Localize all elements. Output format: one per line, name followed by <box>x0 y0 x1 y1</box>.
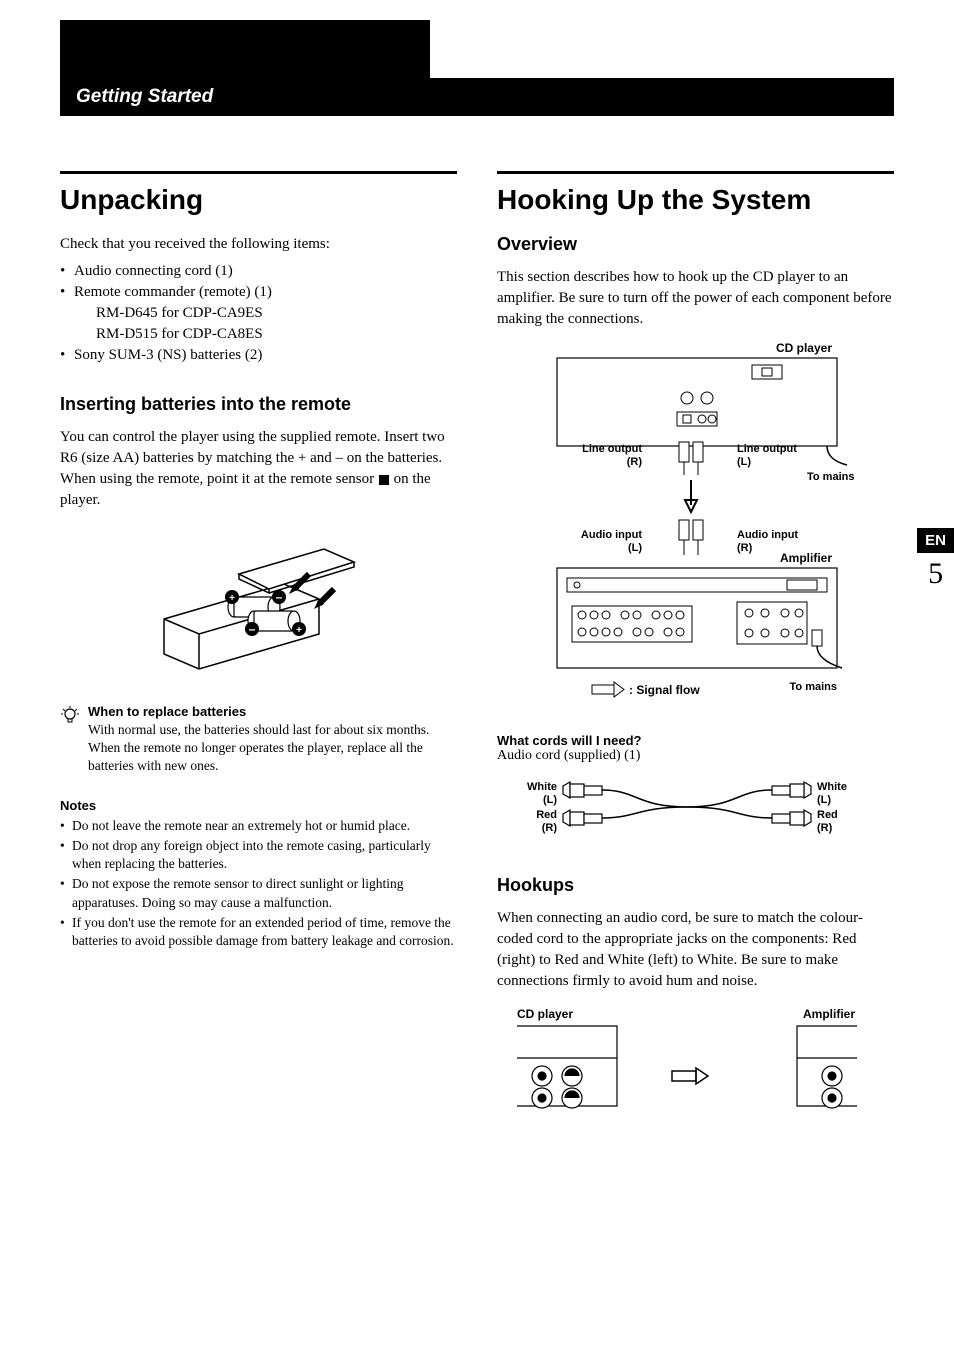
header-black-block <box>60 20 430 80</box>
page: Getting Started EN 5 Unpacking Check tha… <box>0 0 954 1171</box>
tip-body: With normal use, the batteries should la… <box>88 721 457 776</box>
two-column-layout: Unpacking Check that you received the fo… <box>60 171 894 1131</box>
heading-inserting-batteries: Inserting batteries into the remote <box>60 394 457 415</box>
audio-cord-diagram: White (L) Red (R) White (L) Red (R) <box>497 772 894 847</box>
svg-text:To mains: To mains <box>807 471 854 483</box>
svg-text:+: + <box>296 625 302 636</box>
svg-text:To mains: To mains <box>790 681 837 693</box>
tip-block: When to replace batteries With normal us… <box>60 704 457 776</box>
svg-text:–: – <box>248 622 255 636</box>
svg-text:(L): (L) <box>543 794 557 806</box>
rear-panel-diagram: CD player Amplifier <box>497 1006 894 1131</box>
svg-text:(R): (R) <box>627 456 643 468</box>
svg-text:(L): (L) <box>817 794 831 806</box>
heading-hooking-up: Hooking Up the System <box>497 171 894 216</box>
battery-paragraph: You can control the player using the sup… <box>60 427 457 511</box>
cords-question: What cords will I need? <box>497 733 894 748</box>
list-subitem: RM-D645 for CDP-CA9ES <box>60 303 457 324</box>
svg-text:Amplifier: Amplifier <box>780 551 832 565</box>
page-number: 5 <box>917 557 954 591</box>
tip-lightbulb-icon <box>60 706 80 776</box>
section-title: Getting Started <box>76 86 213 107</box>
note-item: Do not expose the remote sensor to direc… <box>60 875 457 911</box>
svg-text:White: White <box>817 781 847 793</box>
list-item: Sony SUM-3 (NS) batteries (2) <box>60 345 457 366</box>
overview-paragraph: This section describes how to hook up th… <box>497 267 894 330</box>
hookup-diagram: CD player <box>497 340 894 725</box>
svg-text:Audio input: Audio input <box>581 529 642 541</box>
svg-text:(L): (L) <box>628 542 642 554</box>
language-tab: EN <box>917 528 954 553</box>
notes-heading: Notes <box>60 798 457 813</box>
heading-hookups: Hookups <box>497 875 894 896</box>
notes-list: Do not leave the remote near an extremel… <box>60 817 457 951</box>
svg-text:+: + <box>229 593 235 604</box>
svg-text:: Signal flow: : Signal flow <box>629 683 700 697</box>
note-item: Do not leave the remote near an extremel… <box>60 817 457 835</box>
svg-text:Red: Red <box>536 809 557 821</box>
svg-text:Red: Red <box>817 809 838 821</box>
svg-text:(R): (R) <box>542 822 558 834</box>
note-item: Do not drop any foreign object into the … <box>60 837 457 873</box>
unpacking-intro: Check that you received the following it… <box>60 234 457 255</box>
svg-text:(L): (L) <box>737 456 751 468</box>
heading-overview: Overview <box>497 234 894 255</box>
remote-sensor-icon <box>379 475 389 485</box>
tip-title: When to replace batteries <box>88 704 457 719</box>
heading-unpacking: Unpacking <box>60 171 457 216</box>
unpacking-list: Audio connecting cord (1) Remote command… <box>60 261 457 366</box>
right-column: Hooking Up the System Overview This sect… <box>497 171 894 1131</box>
svg-text:Audio input: Audio input <box>737 529 798 541</box>
side-tab: EN 5 <box>917 528 954 591</box>
left-column: Unpacking Check that you received the fo… <box>60 171 457 1131</box>
note-item: If you don't use the remote for an exten… <box>60 914 457 950</box>
svg-text:Line output: Line output <box>737 443 797 455</box>
list-item: Audio connecting cord (1) <box>60 261 457 282</box>
svg-text:White: White <box>527 781 557 793</box>
label-cd-player: CD player <box>776 341 832 355</box>
hookups-paragraph: When connecting an audio cord, be sure t… <box>497 908 894 992</box>
svg-text:(R): (R) <box>817 822 833 834</box>
cords-answer: Audio cord (supplied) (1) <box>497 748 894 764</box>
section-banner: Getting Started <box>60 78 894 116</box>
svg-text:Line output: Line output <box>582 443 642 455</box>
svg-text:–: – <box>275 590 282 604</box>
list-item: Remote commander (remote) (1) <box>60 282 457 303</box>
remote-batteries-illustration: + – – + <box>60 529 457 684</box>
svg-text:CD player: CD player <box>517 1007 573 1021</box>
svg-text:Amplifier: Amplifier <box>803 1007 855 1021</box>
list-subitem: RM-D515 for CDP-CA8ES <box>60 324 457 345</box>
svg-text:(R): (R) <box>737 542 753 554</box>
